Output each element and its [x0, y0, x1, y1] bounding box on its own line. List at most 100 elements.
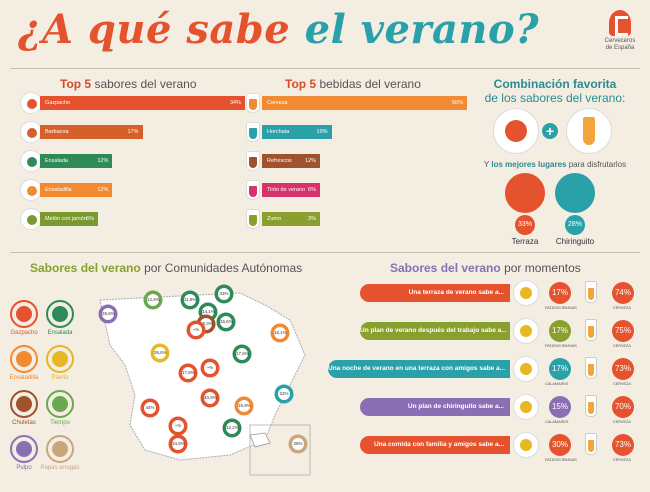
- map-pin: 17,6%: [234, 346, 250, 362]
- legend-label: Tiempo: [50, 420, 70, 426]
- sabor-bar-value: 12%: [97, 158, 109, 164]
- sabor-bar-value: 6%: [86, 216, 94, 222]
- momento-drink-pct: 73%: [612, 434, 634, 456]
- chiringuito-pct: 28%: [565, 215, 585, 235]
- legend-label: Gazpacho: [10, 330, 38, 336]
- sabor-bar-label: Melón con jamón: [45, 216, 87, 222]
- legend-label: Papas arrugás: [40, 465, 80, 471]
- sabor-bar-value: 17%: [127, 129, 139, 135]
- comunidades-heading: Sabores del verano por Comunidades Autón…: [30, 261, 303, 275]
- bebida-bar-value: 6%: [308, 187, 316, 193]
- sabor-row: Ensalada 12%: [20, 150, 255, 172]
- momento-food-pct: 15%: [549, 396, 571, 418]
- legend-label: Paella: [51, 375, 69, 381]
- refrescos-icon: [246, 151, 260, 171]
- sabor-bar: Gazpacho 34%: [40, 96, 245, 110]
- page-title: ¿A qué sabe el verano?: [18, 6, 539, 53]
- momento-food-label: PATATAS BRAVAS: [545, 344, 577, 348]
- legend-label: Ensalada: [47, 330, 73, 336]
- legend-paella-icon: [46, 345, 74, 373]
- legend-item: Tiempo: [38, 390, 82, 426]
- bebida-bar: Cerveza 56%: [262, 96, 467, 110]
- bebida-bar-value: 3%: [308, 216, 316, 222]
- sabor-bar: Barbacoa 17%: [40, 125, 143, 139]
- legend-label: Ensaladilla: [9, 375, 39, 381]
- momento-food-pct: 17%: [549, 282, 571, 304]
- chiringuito-icon: [555, 173, 595, 213]
- momento-drink-label: CERVEZA: [613, 306, 631, 310]
- momento-food-icon: [513, 318, 539, 344]
- momento-bar: Un plan de verano después del trabajo sa…: [360, 322, 510, 340]
- bebida-bar-value: 19%: [316, 129, 328, 135]
- momento-drink-label: CERVEZA: [613, 458, 631, 462]
- momento-food-icon: [513, 394, 539, 420]
- bebida-row: Zumo 3%: [242, 208, 477, 230]
- momento-drink-label: CERVEZA: [613, 420, 631, 424]
- bebida-bar-label: Horchata: [267, 129, 290, 135]
- terraza-pct: 33%: [515, 215, 535, 235]
- momento-food-icon: [513, 432, 539, 458]
- map-pin: 15,6%: [218, 314, 234, 330]
- momento-bar: Una comida con familia y amigos sabe a..…: [360, 436, 510, 454]
- terraza-label: Terraza: [511, 237, 539, 246]
- map-pin: 11,9%: [182, 292, 198, 308]
- plus-icon: +: [542, 123, 558, 139]
- momento-food-label: PATATAS BRAVAS: [545, 306, 577, 310]
- sabor-bar-label: Ensalada: [45, 158, 68, 164]
- sabor-bar-label: Barbacoa: [45, 129, 69, 135]
- sabor-bar: Ensalada 12%: [40, 154, 113, 168]
- legend-item: Ensalada: [38, 300, 82, 336]
- bebida-bar: Tinto de verano 6%: [262, 183, 320, 197]
- legend-label: Pulpo: [16, 465, 32, 471]
- spain-map: [90, 285, 320, 480]
- map-pin: 22%: [276, 386, 292, 402]
- sabor-row: Ensaladilla 12%: [20, 179, 255, 201]
- momentos-heading: Sabores del verano por momentos: [390, 261, 581, 275]
- bebida-bar: Horchata 19%: [262, 125, 332, 139]
- bebida-row: Cerveza 56%: [242, 92, 477, 114]
- tinto-icon: [246, 180, 260, 200]
- bebida-bar-value: 56%: [451, 100, 463, 106]
- barbacoa-icon: [20, 121, 42, 143]
- momento-food-label: PATATAS BRAVAS: [545, 458, 577, 462]
- divider: [10, 68, 640, 69]
- cerveza-combo-icon: [566, 108, 612, 154]
- map-pin: ~%: [202, 360, 218, 376]
- title-part1: ¿A qué sabe: [18, 6, 291, 53]
- momento-drink-label: CERVEZA: [613, 344, 631, 348]
- bebida-bar-label: Refrescos: [267, 158, 292, 164]
- momento-cerveza-icon: [585, 395, 597, 417]
- zumo-icon: [246, 209, 260, 229]
- bebida-bar-value: 12%: [304, 158, 316, 164]
- gazpacho-combo-icon: [493, 108, 539, 154]
- map-pin: ~%: [170, 418, 186, 434]
- momento-food-pct: 17%: [549, 320, 571, 342]
- momento-cerveza-icon: [585, 319, 597, 341]
- sabor-bar: Ensaladilla 12%: [40, 183, 113, 197]
- legend-item: Pulpo: [2, 435, 46, 471]
- legend-item: Chuletas: [2, 390, 46, 426]
- momento-bar: Un plan de chiringuito sabe a...: [360, 398, 510, 416]
- momento-cerveza-icon: [585, 357, 597, 379]
- spain-map-shape: [99, 292, 311, 476]
- legend-item: Ensaladilla: [2, 345, 46, 381]
- map-pin: 16,1%: [272, 325, 288, 341]
- legend-ensalada-icon: [46, 300, 74, 328]
- bebida-bar: Refrescos 12%: [262, 154, 320, 168]
- legend-pulpo-icon: [10, 435, 38, 463]
- bebida-bar: Zumo 3%: [262, 212, 320, 226]
- combinacion-heading: Combinación favorita de los sabores del …: [484, 77, 626, 105]
- map-pin: 34,9%: [170, 436, 186, 452]
- legend-papas-arrug-s-icon: [46, 435, 74, 463]
- lugares-heading: Y los mejores lugares para disfrutarlos: [483, 160, 627, 169]
- chiringuito-label: Chiringuito: [555, 237, 595, 246]
- sabor-bar-label: Ensaladilla: [45, 187, 72, 193]
- legend-item: Papas arrugás: [38, 435, 82, 471]
- sabor-bar: Melón con jamón 6%: [40, 212, 98, 226]
- momento-food-icon: [513, 356, 539, 382]
- bebidas-heading: Top 5 bebidas del verano: [285, 77, 421, 91]
- momento-food-pct: 30%: [549, 434, 571, 456]
- map-pin: 33%: [216, 286, 232, 302]
- momento-bar: Una terraza de verano sabe a...: [360, 284, 510, 302]
- sabor-bar-value: 34%: [229, 100, 241, 106]
